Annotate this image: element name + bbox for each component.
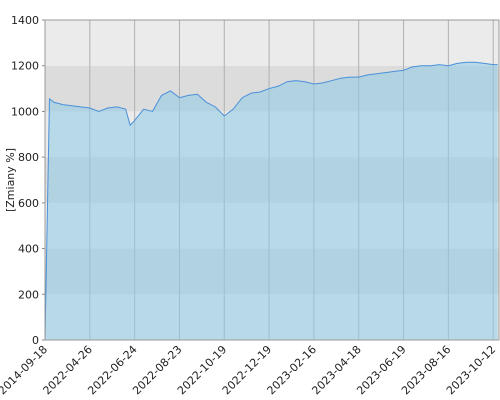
y-tick-label: 0 [32, 334, 39, 347]
y-tick-label: 200 [18, 288, 39, 301]
y-tick-label: 1400 [11, 14, 39, 27]
y-tick-label: 1200 [11, 60, 39, 73]
y-tick-label: 800 [18, 151, 39, 164]
y-tick-label: 600 [18, 197, 39, 210]
y-tick-label: 400 [18, 243, 39, 256]
area-line [44, 61, 498, 341]
plot-frame [44, 19, 500, 341]
area-fill [45, 62, 498, 341]
y-tick-label: 1000 [11, 105, 39, 118]
plot-band [45, 20, 499, 66]
y-axis-label: [Zmiany %] [4, 148, 17, 212]
